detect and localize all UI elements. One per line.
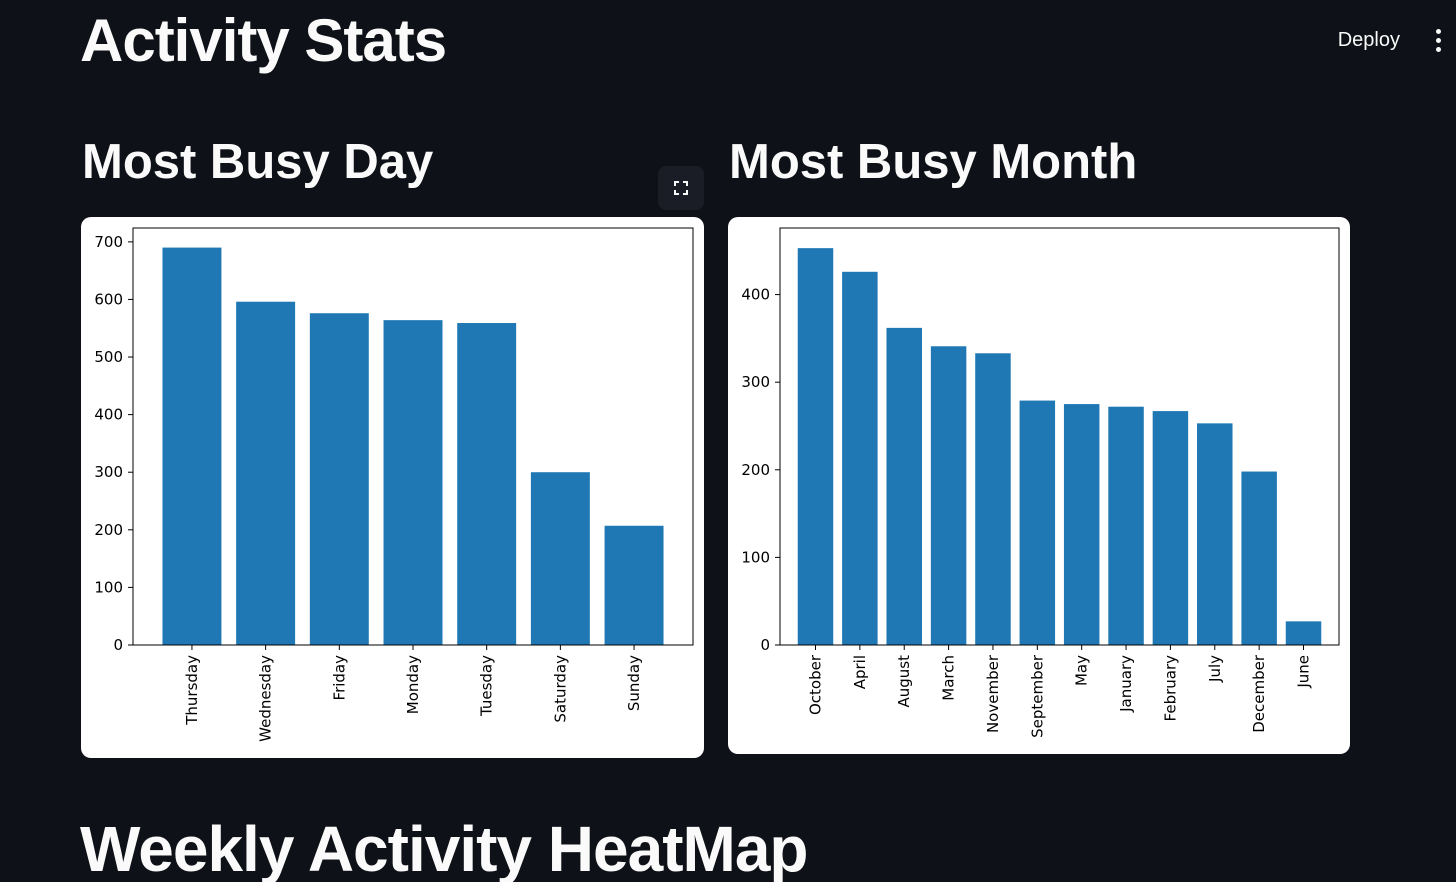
bar [886, 328, 921, 645]
x-tick-label: Wednesday [257, 655, 275, 742]
x-tick-label: Tuesday [478, 655, 496, 717]
y-tick-label: 0 [113, 636, 123, 654]
y-tick-label: 400 [741, 286, 770, 304]
x-tick-label: Saturday [551, 655, 569, 723]
x-tick-label: Sunday [625, 655, 643, 711]
busy-day-chart-svg: Thursday Wednesday Friday Monday Tuesday Satu… [81, 217, 704, 758]
heatmap-title: Weekly Activity HeatMap [80, 812, 808, 882]
busy-month-title: Most Busy Month [729, 134, 1137, 190]
y-tick-label: 100 [741, 548, 770, 566]
page-title: Activity Stats [80, 6, 446, 76]
bar [975, 353, 1010, 645]
busy-month-chart-svg: October April August March November September… [728, 217, 1350, 754]
bar [1020, 401, 1055, 645]
busy-day-chart: Thursday Wednesday Friday Monday Tuesday Satu… [81, 217, 704, 758]
y-tick-label: 600 [94, 290, 123, 308]
y-tick-label: 0 [760, 636, 770, 654]
busy-month-chart: October April August March November September… [728, 217, 1350, 754]
bar [798, 248, 833, 645]
kebab-menu-icon[interactable] [1430, 25, 1446, 55]
x-tick-label: September [1028, 654, 1046, 738]
menu-dot [1436, 38, 1441, 43]
x-tick-label: May [1073, 655, 1091, 686]
bar [1241, 472, 1276, 645]
fullscreen-button[interactable] [658, 166, 704, 210]
fullscreen-icon [674, 181, 688, 195]
x-tick-label: April [851, 655, 869, 689]
bar [457, 323, 516, 645]
y-tick-label: 500 [94, 348, 123, 366]
x-tick-label: June [1295, 655, 1313, 689]
bar [1153, 411, 1188, 645]
bar [384, 320, 443, 645]
bar [1197, 423, 1232, 645]
bar [310, 313, 369, 645]
x-tick-label: July [1206, 655, 1224, 683]
x-tick-label: November [984, 654, 1002, 733]
x-tick-label: March [940, 655, 958, 701]
x-tick-label: February [1161, 655, 1179, 722]
y-tick-label: 200 [94, 521, 123, 539]
bar [1064, 404, 1099, 645]
y-tick-label: 300 [741, 373, 770, 391]
busy-day-title: Most Busy Day [82, 134, 433, 190]
y-tick-label: 200 [741, 461, 770, 479]
x-tick-label: January [1117, 655, 1135, 713]
menu-dot [1436, 47, 1441, 52]
top-toolbar: Deploy [1330, 20, 1456, 60]
bar [931, 346, 966, 645]
x-tick-label: August [895, 655, 913, 708]
menu-dot [1436, 29, 1441, 34]
x-tick-label: October [806, 654, 824, 715]
bar [605, 526, 664, 645]
y-tick-label: 400 [94, 406, 123, 424]
bar [531, 472, 590, 645]
y-tick-label: 300 [94, 463, 123, 481]
bar [236, 302, 295, 645]
deploy-button[interactable]: Deploy [1330, 29, 1408, 52]
x-tick-label: Friday [330, 655, 348, 701]
y-tick-label: 700 [94, 233, 123, 251]
bar [1286, 621, 1321, 645]
x-tick-label: Thursday [183, 655, 201, 726]
x-tick-label: Monday [404, 655, 422, 714]
y-tick-label: 100 [94, 578, 123, 596]
bar [162, 248, 221, 645]
x-tick-label: December [1250, 654, 1268, 733]
bar [1108, 407, 1143, 645]
bar [842, 272, 877, 645]
